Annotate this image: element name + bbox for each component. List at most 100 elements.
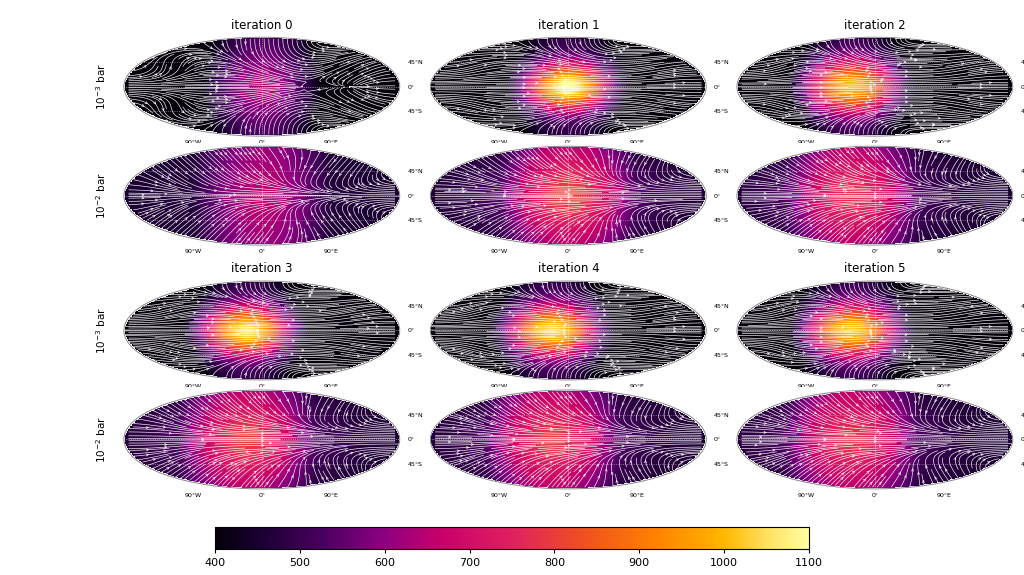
FancyArrowPatch shape xyxy=(521,232,523,235)
FancyArrowPatch shape xyxy=(865,316,867,318)
FancyArrowPatch shape xyxy=(923,287,925,289)
FancyArrowPatch shape xyxy=(332,213,334,216)
FancyArrowPatch shape xyxy=(979,419,981,421)
FancyArrowPatch shape xyxy=(841,233,843,236)
FancyArrowPatch shape xyxy=(343,198,346,200)
FancyArrowPatch shape xyxy=(926,411,928,413)
FancyArrowPatch shape xyxy=(345,450,347,452)
FancyArrowPatch shape xyxy=(976,351,978,354)
FancyArrowPatch shape xyxy=(449,441,451,443)
FancyArrowPatch shape xyxy=(843,463,845,465)
FancyArrowPatch shape xyxy=(615,221,617,224)
FancyArrowPatch shape xyxy=(162,108,164,110)
FancyArrowPatch shape xyxy=(198,120,200,122)
FancyArrowPatch shape xyxy=(564,336,566,338)
FancyArrowPatch shape xyxy=(615,45,617,47)
FancyArrowPatch shape xyxy=(289,297,291,300)
FancyArrowPatch shape xyxy=(370,459,372,461)
FancyArrowPatch shape xyxy=(526,219,528,221)
FancyArrowPatch shape xyxy=(980,68,982,70)
FancyArrowPatch shape xyxy=(944,218,947,221)
FancyArrowPatch shape xyxy=(815,172,817,174)
FancyArrowPatch shape xyxy=(282,66,285,68)
FancyArrowPatch shape xyxy=(183,366,186,368)
FancyArrowPatch shape xyxy=(616,480,618,483)
FancyArrowPatch shape xyxy=(610,359,612,361)
FancyArrowPatch shape xyxy=(216,85,218,87)
FancyArrowPatch shape xyxy=(513,44,515,47)
FancyArrowPatch shape xyxy=(224,95,226,98)
FancyArrowPatch shape xyxy=(919,358,921,361)
FancyArrowPatch shape xyxy=(791,412,794,414)
FancyArrowPatch shape xyxy=(563,81,566,83)
FancyArrowPatch shape xyxy=(859,448,861,450)
FancyArrowPatch shape xyxy=(785,165,788,167)
FancyArrowPatch shape xyxy=(568,189,570,191)
FancyArrowPatch shape xyxy=(799,220,802,222)
FancyArrowPatch shape xyxy=(305,362,308,365)
FancyArrowPatch shape xyxy=(471,358,473,361)
FancyArrowPatch shape xyxy=(683,94,685,97)
FancyArrowPatch shape xyxy=(307,366,309,367)
FancyArrowPatch shape xyxy=(460,417,462,419)
FancyArrowPatch shape xyxy=(346,463,348,466)
FancyArrowPatch shape xyxy=(179,363,181,365)
FancyArrowPatch shape xyxy=(513,124,515,126)
FancyArrowPatch shape xyxy=(856,123,859,125)
FancyArrowPatch shape xyxy=(449,436,451,438)
FancyArrowPatch shape xyxy=(292,340,295,342)
FancyArrowPatch shape xyxy=(355,186,358,187)
FancyArrowPatch shape xyxy=(224,152,226,155)
FancyArrowPatch shape xyxy=(820,318,822,320)
FancyArrowPatch shape xyxy=(645,227,647,229)
FancyArrowPatch shape xyxy=(453,348,455,350)
FancyArrowPatch shape xyxy=(256,329,259,331)
FancyArrowPatch shape xyxy=(674,316,676,319)
FancyArrowPatch shape xyxy=(195,57,197,59)
FancyArrowPatch shape xyxy=(786,451,788,453)
FancyArrowPatch shape xyxy=(543,423,546,425)
FancyArrowPatch shape xyxy=(266,239,268,241)
FancyArrowPatch shape xyxy=(941,172,943,174)
FancyArrowPatch shape xyxy=(806,67,808,70)
FancyArrowPatch shape xyxy=(605,53,607,55)
FancyArrowPatch shape xyxy=(159,308,161,310)
FancyArrowPatch shape xyxy=(484,64,486,66)
FancyArrowPatch shape xyxy=(920,66,922,68)
FancyArrowPatch shape xyxy=(945,469,947,472)
FancyArrowPatch shape xyxy=(202,65,204,67)
FancyArrowPatch shape xyxy=(366,68,369,70)
FancyArrowPatch shape xyxy=(298,115,301,117)
FancyArrowPatch shape xyxy=(332,428,334,430)
FancyArrowPatch shape xyxy=(627,127,629,129)
FancyArrowPatch shape xyxy=(238,172,240,174)
FancyArrowPatch shape xyxy=(249,129,251,132)
FancyArrowPatch shape xyxy=(550,164,553,167)
FancyArrowPatch shape xyxy=(175,221,177,223)
FancyArrowPatch shape xyxy=(293,303,296,305)
FancyArrowPatch shape xyxy=(537,186,540,188)
FancyArrowPatch shape xyxy=(505,217,507,219)
FancyArrowPatch shape xyxy=(680,417,682,420)
FancyArrowPatch shape xyxy=(247,451,249,453)
FancyArrowPatch shape xyxy=(848,408,850,411)
FancyArrowPatch shape xyxy=(258,336,260,338)
FancyArrowPatch shape xyxy=(644,416,646,419)
FancyArrowPatch shape xyxy=(141,197,144,199)
FancyArrowPatch shape xyxy=(561,340,563,342)
FancyArrowPatch shape xyxy=(638,428,641,430)
FancyArrowPatch shape xyxy=(252,300,255,302)
FancyArrowPatch shape xyxy=(811,461,813,463)
FancyArrowPatch shape xyxy=(816,48,819,50)
FancyArrowPatch shape xyxy=(567,436,570,439)
FancyArrowPatch shape xyxy=(879,482,882,485)
FancyArrowPatch shape xyxy=(554,320,556,323)
FancyArrowPatch shape xyxy=(674,86,676,89)
FancyArrowPatch shape xyxy=(840,220,843,223)
FancyArrowPatch shape xyxy=(905,319,907,321)
FancyArrowPatch shape xyxy=(336,170,338,172)
FancyArrowPatch shape xyxy=(517,369,519,371)
FancyArrowPatch shape xyxy=(514,174,516,175)
FancyArrowPatch shape xyxy=(346,187,348,190)
FancyArrowPatch shape xyxy=(292,319,295,321)
